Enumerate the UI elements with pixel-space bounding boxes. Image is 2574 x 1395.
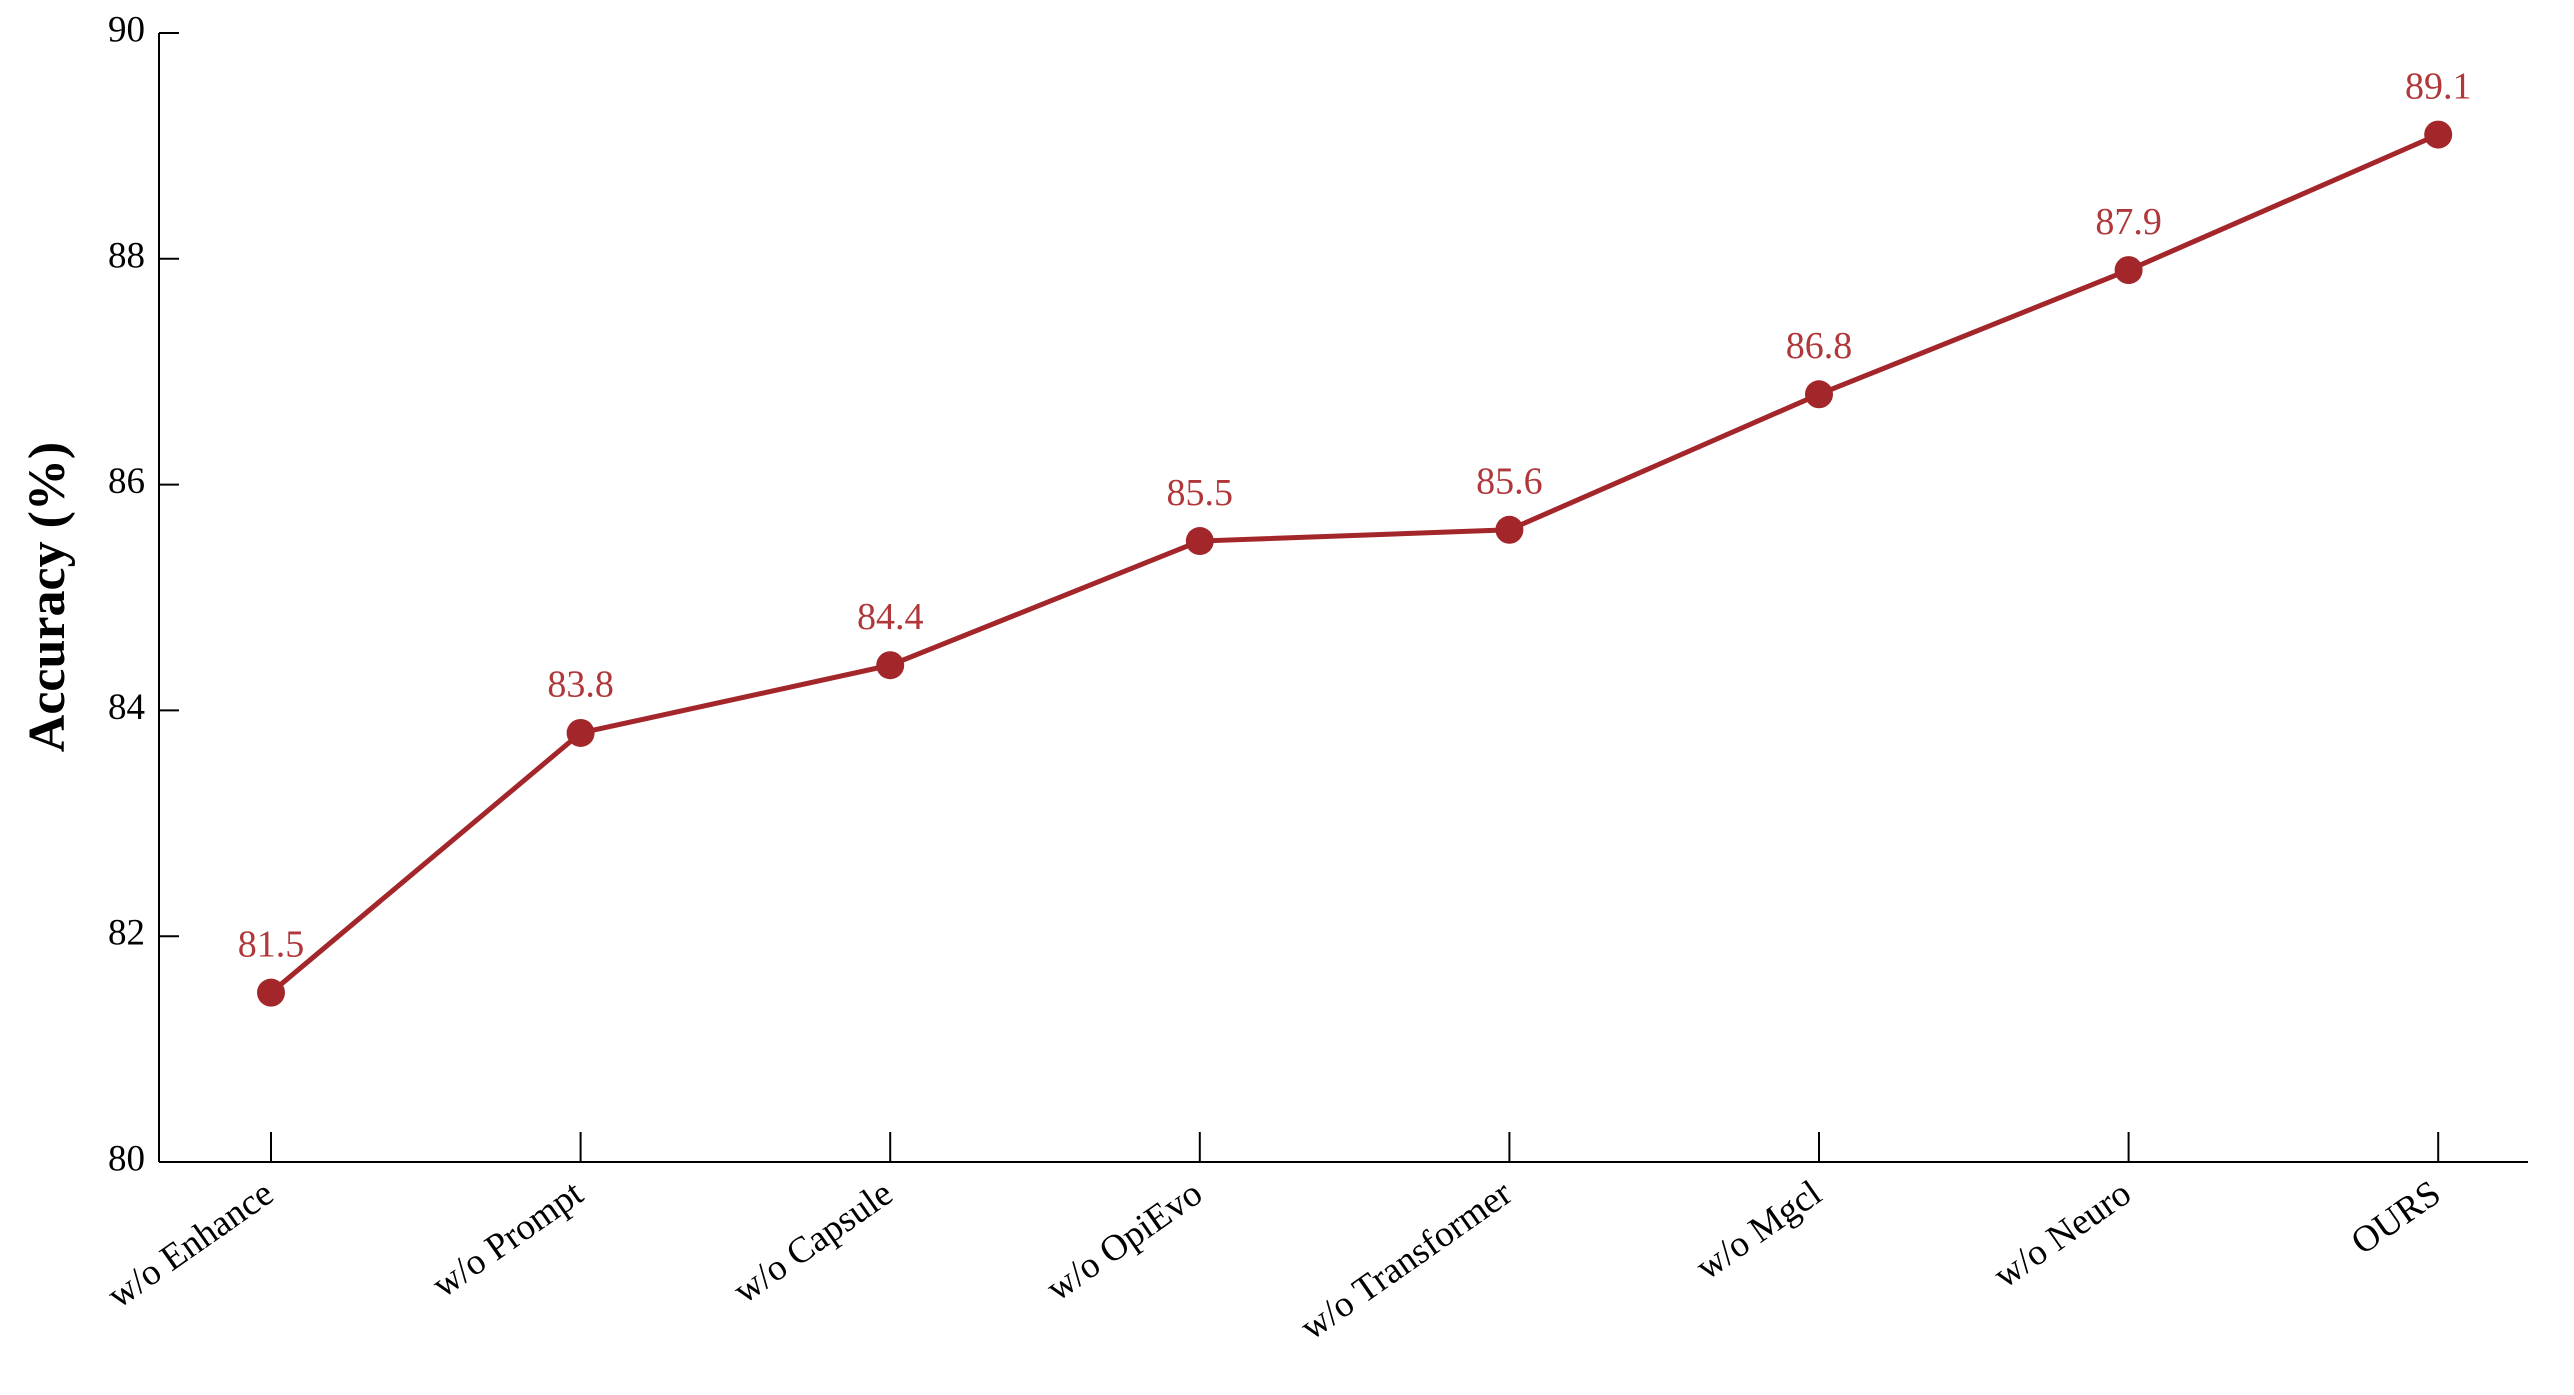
value-label: 85.6 (1476, 460, 1543, 502)
value-label: 87.9 (2095, 201, 2162, 243)
x-tick-label: w/o Prompt (425, 1172, 591, 1306)
y-tick-label: 88 (108, 235, 145, 276)
data-point (2424, 120, 2453, 149)
value-label: 86.8 (1786, 325, 1853, 367)
value-label: 89.1 (2405, 65, 2472, 107)
y-tick-label: 90 (108, 9, 145, 50)
data-point (257, 978, 285, 1007)
x-tick-label: w/o Enhance (100, 1173, 281, 1317)
value-label: 81.5 (238, 923, 305, 965)
x-tick-label: w/o Neuro (1986, 1173, 2138, 1297)
y-tick-label: 80 (108, 1138, 145, 1179)
data-point (1805, 380, 1833, 409)
y-axis-title: Accuracy (%) (19, 442, 76, 752)
y-tick-label: 84 (108, 687, 145, 728)
y-tick-label: 86 (108, 461, 145, 502)
data-point (1185, 527, 1214, 556)
x-tick-label: w/o Capsule (726, 1173, 900, 1312)
x-tick-label: w/o Transformer (1293, 1173, 1519, 1349)
data-point (876, 651, 905, 680)
data-point (1495, 515, 1524, 544)
value-label: 83.8 (547, 664, 614, 706)
x-tick-label: OURS (2344, 1173, 2448, 1263)
value-label: 85.5 (1167, 472, 1234, 514)
data-line (269, 132, 2440, 995)
value-label: 84.4 (857, 596, 924, 638)
x-tick-label: w/o Mgcl (1688, 1173, 1829, 1289)
x-tick-label: w/o OpiEvo (1039, 1173, 1210, 1310)
y-tick-label: 82 (108, 913, 145, 954)
data-point (2114, 256, 2143, 285)
data-point (566, 718, 595, 747)
